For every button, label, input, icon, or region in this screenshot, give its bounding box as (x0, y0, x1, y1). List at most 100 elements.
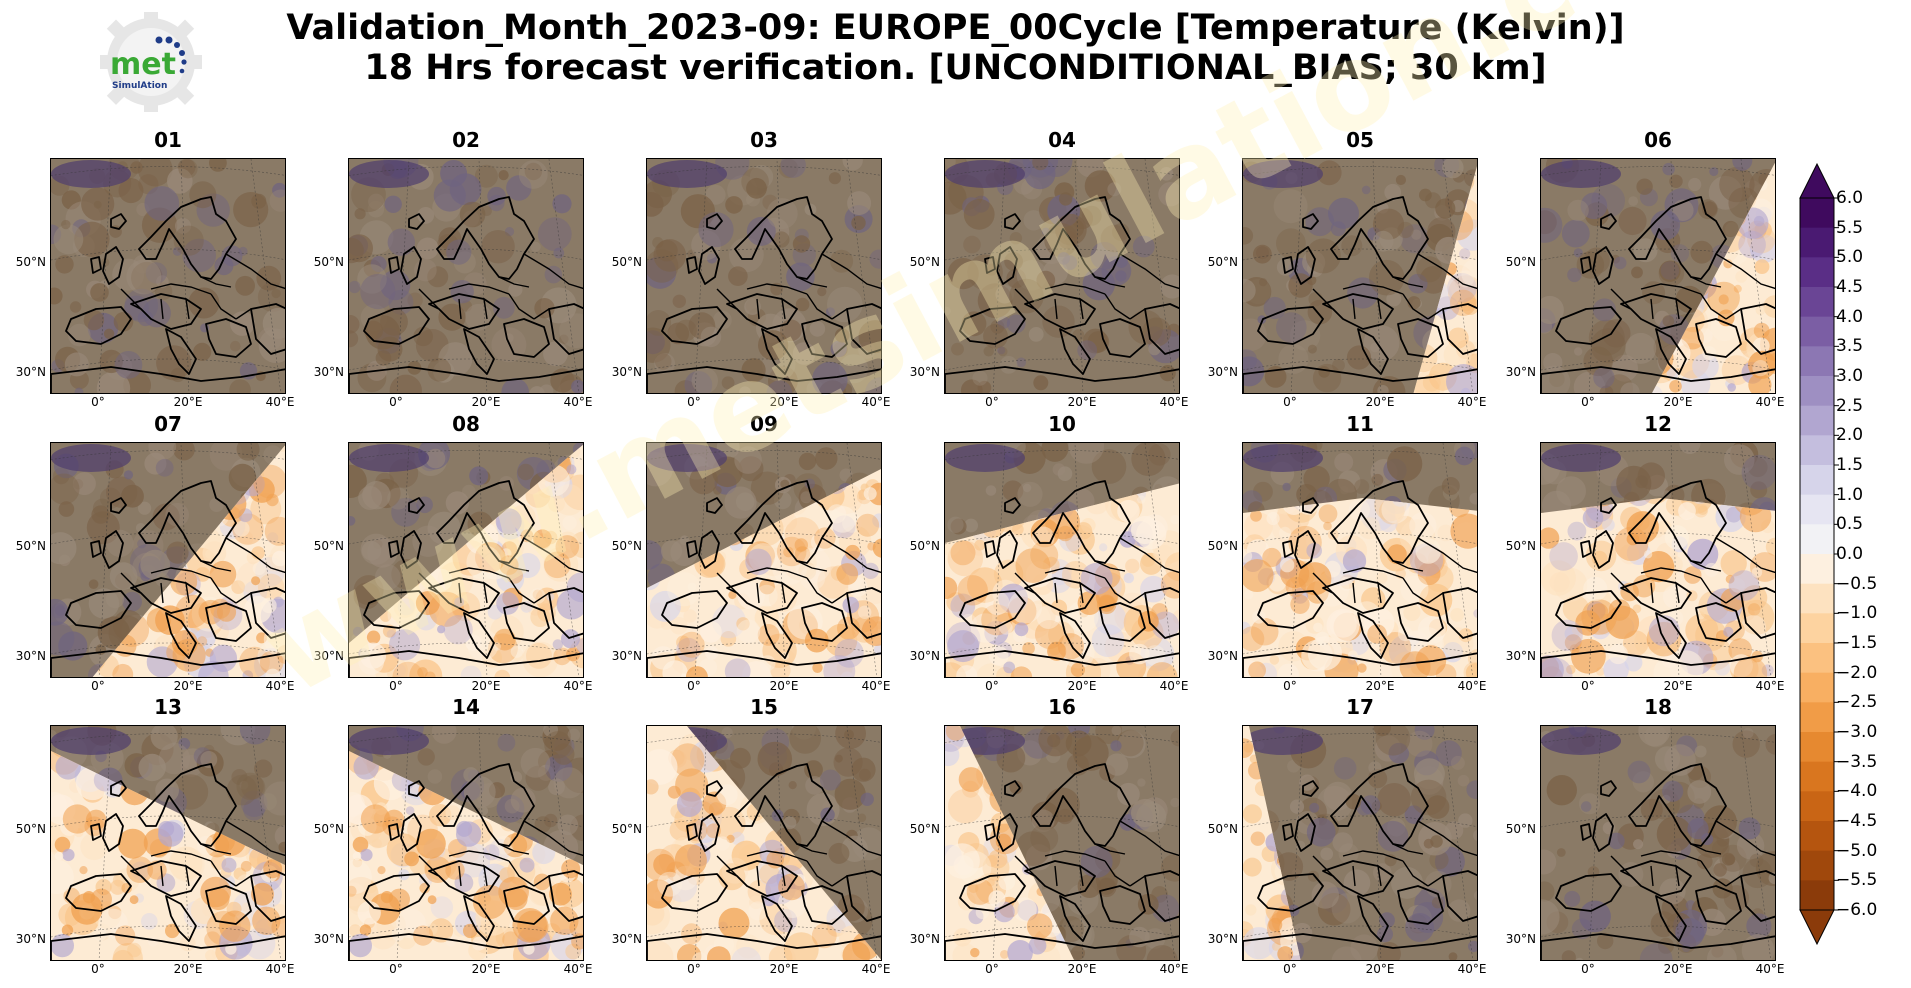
map-heatmap (349, 159, 583, 393)
lat-tick-label: 50°N (1505, 822, 1536, 836)
lon-tick-label: 40°E (861, 395, 891, 409)
coastlines (349, 763, 583, 960)
map-panel (646, 442, 882, 678)
map-heatmap (945, 159, 1179, 393)
graticule (349, 443, 583, 677)
panel-title: 02 (452, 128, 480, 152)
lat-tick-label: 50°N (909, 822, 940, 836)
panel-title: 08 (452, 412, 480, 436)
lon-tick-label: 0° (91, 679, 105, 693)
masked-area (51, 159, 285, 393)
colorbar-tick-label: 0.0 (1836, 544, 1864, 564)
lon-tick-label: 40°E (1457, 962, 1487, 976)
map-heatmap (647, 726, 881, 960)
graticule (945, 159, 1179, 393)
coastlines (51, 763, 285, 960)
lat-tick-label: 30°N (909, 649, 940, 663)
logo-dots (155, 36, 187, 74)
coastlines (1243, 196, 1477, 393)
graticule (1541, 726, 1775, 960)
lon-tick-label: 20°E (173, 679, 203, 693)
lat-tick-label: 50°N (611, 255, 642, 269)
lon-tick-label: 0° (389, 395, 403, 409)
map-heatmap (51, 443, 285, 677)
lon-tick-label: 20°E (471, 679, 501, 693)
lon-tick-label: 40°E (1755, 679, 1785, 693)
borders (1014, 820, 1179, 887)
lat-tick-label: 50°N (313, 539, 344, 553)
lon-tick-label: 0° (1283, 395, 1297, 409)
colorbar-bin (1800, 791, 1834, 822)
graticule (1243, 159, 1477, 393)
colorbar-bin (1800, 316, 1834, 347)
colorbar-tick-label: −6.0 (1836, 900, 1878, 920)
lat-tick-label: 30°N (1505, 649, 1536, 663)
borders (418, 820, 583, 887)
lon-tick-label: 0° (91, 962, 105, 976)
colorbar-tick-label: −2.0 (1836, 662, 1878, 683)
lon-tick-label: 20°E (173, 395, 203, 409)
coastlines (647, 196, 881, 393)
colorbar-bin (1800, 198, 1834, 229)
lat-tick-label: 30°N (1207, 365, 1238, 379)
map-heatmap (945, 443, 1179, 677)
colorbar-bin (1800, 227, 1834, 258)
graticule (1243, 443, 1477, 677)
colorbar-tick-label: 3.5 (1836, 336, 1864, 357)
lon-tick-label: 0° (687, 679, 701, 693)
colorbar-bin (1800, 702, 1834, 733)
map-heatmap (1541, 159, 1775, 393)
borders (1312, 253, 1477, 320)
lon-tick-label: 0° (985, 395, 999, 409)
map-panel (646, 158, 882, 394)
lat-tick-label: 30°N (611, 932, 642, 946)
graticule (51, 726, 285, 960)
lat-tick-label: 50°N (909, 255, 940, 269)
lon-tick-label: 40°E (1457, 679, 1487, 693)
lon-tick-label: 20°E (1067, 962, 1097, 976)
colorbar-tick-label: −5.0 (1836, 840, 1878, 861)
coastlines (945, 196, 1179, 393)
borders (1312, 820, 1477, 887)
map-heatmap (51, 726, 285, 960)
colorbar-tick-label: 1.5 (1836, 455, 1864, 475)
colorbar-tick-label: 4.5 (1836, 277, 1864, 297)
colorbar-tick-label: −3.0 (1836, 722, 1878, 742)
graticule (349, 159, 583, 393)
colorbar-tick-label: −5.5 (1836, 870, 1878, 891)
panel-title: 06 (1644, 128, 1672, 152)
map-heatmap (1243, 443, 1477, 677)
lat-tick-label: 30°N (15, 649, 46, 663)
lon-tick-label: 0° (1581, 962, 1595, 976)
gear-icon (100, 12, 202, 112)
map-panel (1540, 442, 1776, 678)
borders (1610, 253, 1775, 320)
lon-tick-label: 40°E (1159, 679, 1189, 693)
lon-tick-label: 40°E (563, 679, 593, 693)
map-panel (944, 725, 1180, 961)
coastlines (51, 196, 285, 393)
lat-tick-label: 50°N (1505, 255, 1536, 269)
map-heatmap (349, 726, 583, 960)
map-panel (646, 725, 882, 961)
panel-title: 01 (154, 128, 182, 152)
lon-tick-label: 20°E (1365, 395, 1395, 409)
map-heatmap (647, 159, 881, 393)
lon-tick-label: 40°E (265, 395, 295, 409)
panel-title: 10 (1048, 412, 1076, 436)
panel-title: 03 (750, 128, 778, 152)
lon-tick-label: 40°E (1755, 962, 1785, 976)
colorbar-tick-label: 1.0 (1836, 484, 1864, 505)
lon-tick-label: 40°E (1755, 395, 1785, 409)
colorbar-tick-label: 2.0 (1836, 425, 1864, 446)
lat-tick-label: 30°N (909, 365, 940, 379)
borders (716, 537, 881, 604)
colorbar-bin (1800, 761, 1834, 792)
coastlines (349, 196, 583, 393)
coastlines (51, 480, 285, 677)
lon-tick-label: 0° (1581, 679, 1595, 693)
map-panel (348, 725, 584, 961)
graticule (945, 726, 1179, 960)
lat-tick-label: 50°N (15, 822, 46, 836)
colorbar-tick-label: 6.0 (1836, 188, 1864, 208)
